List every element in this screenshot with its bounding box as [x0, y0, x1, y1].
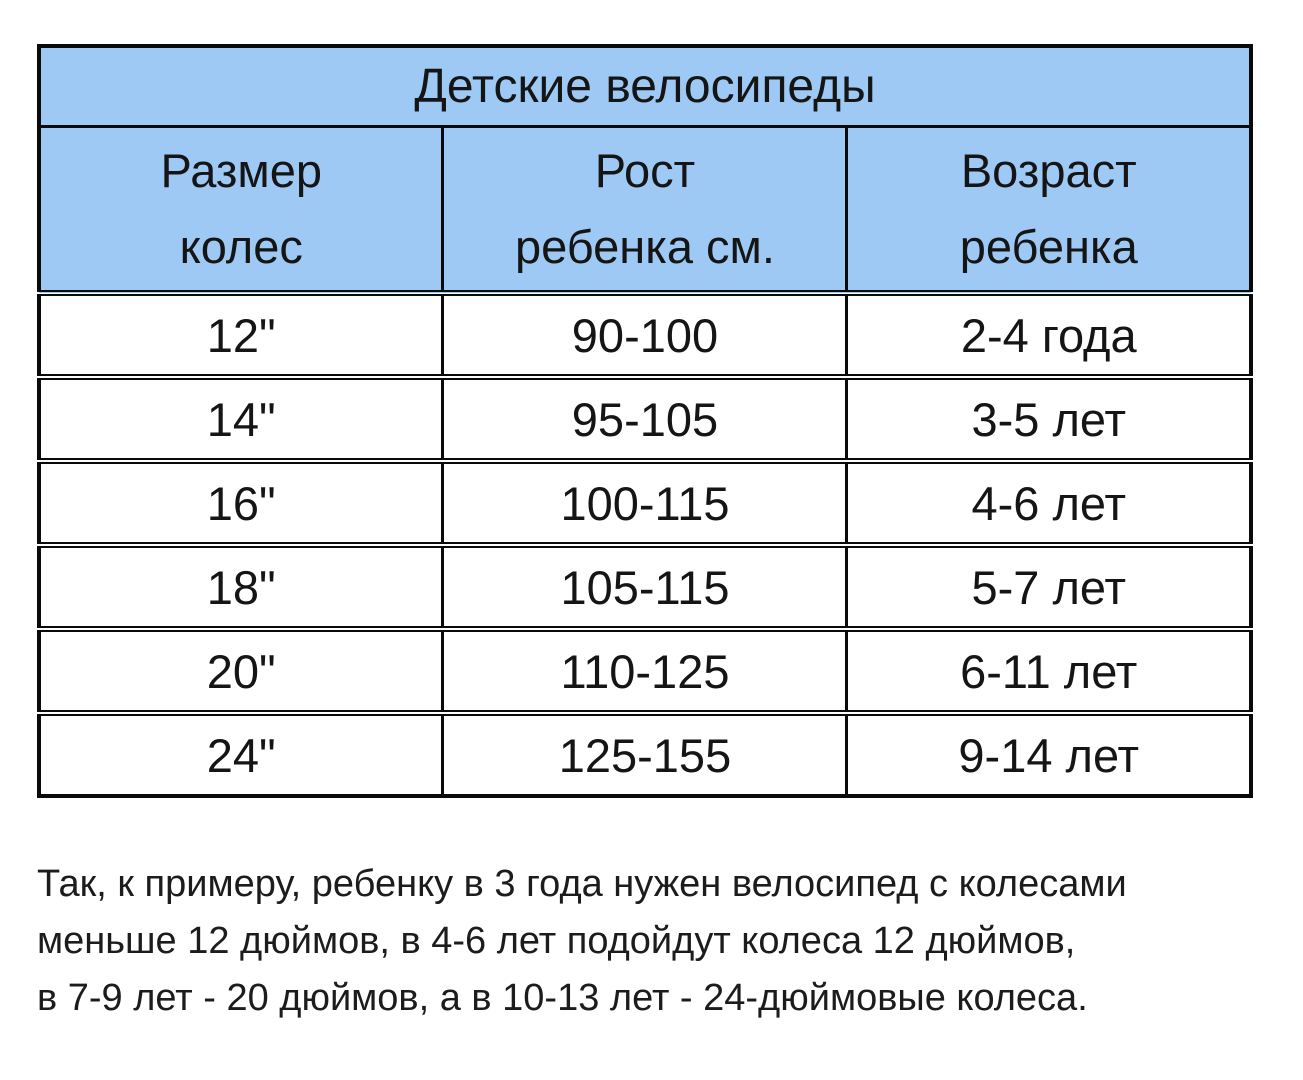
cell-child-age: 3-5 лет — [845, 374, 1253, 463]
table-row: 18" 105-115 5-7 лет — [37, 542, 1253, 631]
bike-size-table-wrap: Детские велосипеды Размер колес Рост реб… — [37, 44, 1303, 798]
table-row: 12" 90-100 2-4 года — [37, 290, 1253, 379]
cell-wheel-size: 14" — [37, 374, 445, 463]
explanatory-note: Так, к примеру, ребенку в 3 года нужен в… — [37, 856, 1263, 1027]
cell-child-age: 9-14 лет — [845, 710, 1253, 798]
cell-child-age: 6-11 лет — [845, 626, 1253, 715]
column-header-line: Возраст — [960, 144, 1137, 197]
column-header-line: ребенка см. — [515, 220, 775, 273]
column-header-child-height: Рост ребенка см. — [441, 125, 849, 295]
note-line: меньше 12 дюймов, в 4-6 лет подойдут кол… — [37, 920, 1076, 962]
column-header-wheel-size: Размер колес — [37, 125, 445, 295]
table-row: 16" 100-115 4-6 лет — [37, 458, 1253, 547]
note-line: Так, к примеру, ребенку в 3 года нужен в… — [37, 863, 1127, 905]
cell-child-height: 90-100 — [441, 290, 849, 379]
table-title-row: Детские велосипеды — [37, 44, 1253, 128]
cell-wheel-size: 20" — [37, 626, 445, 715]
column-header-child-age: Возраст ребенка — [845, 125, 1253, 295]
cell-wheel-size: 12" — [37, 290, 445, 379]
cell-child-height: 125-155 — [441, 710, 849, 798]
cell-child-height: 95-105 — [441, 374, 849, 463]
column-header-line: Рост — [594, 144, 696, 197]
cell-child-age: 2-4 года — [845, 290, 1253, 379]
table-row: 20" 110-125 6-11 лет — [37, 626, 1253, 715]
cell-child-age: 4-6 лет — [845, 458, 1253, 547]
cell-child-height: 110-125 — [441, 626, 849, 715]
cell-wheel-size: 16" — [37, 458, 445, 547]
column-header-line: ребенка — [959, 220, 1138, 273]
bike-size-table: Детские велосипеды Размер колес Рост реб… — [37, 44, 1253, 798]
cell-child-height: 105-115 — [441, 542, 849, 631]
table-row: 14" 95-105 3-5 лет — [37, 374, 1253, 463]
cell-wheel-size: 18" — [37, 542, 445, 631]
cell-child-age: 5-7 лет — [845, 542, 1253, 631]
column-header-line: Размер — [160, 144, 323, 197]
column-header-line: колес — [179, 220, 303, 273]
note-line: в 7-9 лет - 20 дюймов, а в 10-13 лет - 2… — [37, 977, 1088, 1019]
table-row: 24" 125-155 9-14 лет — [37, 710, 1253, 798]
cell-child-height: 100-115 — [441, 458, 849, 547]
table-header-row: Размер колес Рост ребенка см. Возраст ре… — [37, 125, 1253, 295]
table-title: Детские велосипеды — [37, 44, 1253, 128]
cell-wheel-size: 24" — [37, 710, 445, 798]
